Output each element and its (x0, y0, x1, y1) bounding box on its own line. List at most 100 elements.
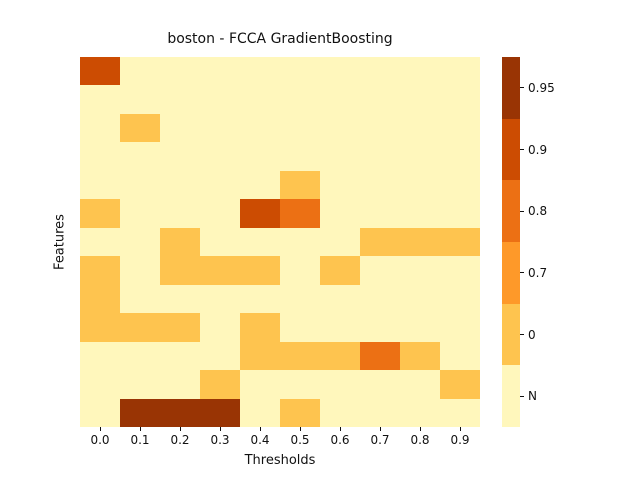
heatmap-cell (200, 170, 240, 200)
heatmap-cell (80, 170, 120, 200)
colorbar-tick: 0.7 (520, 266, 547, 280)
heatmap-cell (440, 398, 480, 427)
x-tick: 0.5 (280, 427, 320, 451)
heatmap-cell (80, 341, 120, 371)
heatmap-grid (80, 57, 480, 427)
heatmap-cell (440, 313, 480, 342)
heatmap-cell (400, 313, 440, 342)
heatmap-cell (240, 170, 280, 200)
heatmap-cell (240, 341, 280, 371)
heatmap-cell (440, 170, 480, 200)
heatmap-cell (400, 85, 440, 114)
heatmap-cell (320, 370, 360, 399)
heatmap-cell (400, 170, 440, 200)
x-tick: 0.7 (360, 427, 400, 451)
heatmap-cell (280, 227, 320, 257)
heatmap-cell (240, 284, 280, 314)
heatmap-cell (280, 85, 320, 114)
heatmap-cell (240, 142, 280, 171)
heatmap-cell (400, 57, 440, 86)
colorbar-segment (502, 242, 520, 304)
heatmap-cell (440, 256, 480, 285)
colorbar-tick-label: 0.8 (528, 204, 548, 219)
heatmap-cell (160, 170, 200, 200)
heatmap-cell (400, 341, 440, 371)
heatmap-cell (280, 170, 320, 200)
heatmap-cell (120, 313, 160, 342)
heatmap-cell (200, 370, 240, 399)
colorbar-tick-mark (520, 272, 524, 274)
x-tick: 0.0 (80, 427, 120, 451)
x-tick-label: 0.3 (210, 433, 230, 447)
heatmap-cell (80, 57, 120, 86)
heatmap-cell (160, 313, 200, 342)
colorbar (502, 57, 520, 428)
heatmap-cell (360, 370, 400, 399)
chart-title: boston - FCCA GradientBoosting (167, 31, 393, 47)
heatmap-cell (120, 284, 160, 314)
x-tick-label: 0.8 (410, 433, 430, 447)
heatmap-cell (360, 284, 400, 314)
heatmap-cell (120, 113, 160, 143)
x-tick-mark (219, 427, 221, 431)
x-tick: 0.8 (400, 427, 440, 451)
heatmap-cell (240, 113, 280, 143)
heatmap-cell (120, 256, 160, 285)
heatmap-cell (200, 142, 240, 171)
heatmap-cell (400, 256, 440, 285)
heatmap-cell (440, 142, 480, 171)
colorbar-tick: 0.8 (520, 204, 547, 218)
heatmap-cell (80, 199, 120, 228)
heatmap-cell (200, 113, 240, 143)
x-tick: 0.2 (160, 427, 200, 451)
heatmap-cell (120, 85, 160, 114)
colorbar-segment (502, 57, 520, 119)
colorbar-tick-mark (520, 149, 524, 150)
heatmap-cell (280, 313, 320, 342)
heatmap-cell (80, 227, 120, 257)
heatmap-cell (200, 199, 240, 228)
heatmap-cell (80, 85, 120, 114)
heatmap-cell (400, 370, 440, 399)
heatmap-cell (400, 142, 440, 171)
heatmap-cell (280, 341, 320, 371)
x-tick-mark (259, 427, 261, 431)
heatmap-cell (120, 370, 160, 399)
heatmap-cell (160, 341, 200, 371)
heatmap-cell (320, 313, 360, 342)
y-axis-label: Features (52, 214, 68, 270)
heatmap-cell (160, 85, 200, 114)
heatmap-cell (280, 57, 320, 86)
heatmap-cell (360, 170, 400, 200)
x-axis-label: Thresholds (244, 453, 316, 468)
colorbar-tick-label: 0.9 (528, 142, 548, 157)
heatmap-cell (280, 370, 320, 399)
heatmap-cell (440, 370, 480, 399)
colorbar-tick-mark (520, 87, 524, 89)
heatmap-cell (160, 199, 200, 228)
heatmap-cell (280, 398, 320, 427)
x-tick-mark (99, 427, 101, 431)
x-tick-mark (379, 427, 381, 431)
heatmap-cell (360, 341, 400, 371)
heatmap-cell (120, 142, 160, 171)
heatmap-cell (80, 313, 120, 342)
heatmap-cell (280, 142, 320, 171)
heatmap-cell (320, 284, 360, 314)
heatmap-cell (440, 341, 480, 371)
x-tick-label: 0.2 (170, 433, 190, 447)
heatmap-cell (80, 370, 120, 399)
heatmap-cell (280, 113, 320, 143)
heatmap-cell (200, 227, 240, 257)
x-tick: 0.9 (440, 427, 480, 451)
heatmap-cell (80, 256, 120, 285)
colorbar-segment (502, 118, 520, 181)
x-tick-mark (179, 427, 181, 431)
heatmap-cell (240, 398, 280, 427)
colorbar-tick: 0 (520, 328, 536, 342)
heatmap-cell (320, 85, 360, 114)
heatmap-cell (360, 142, 400, 171)
colorbar-tick-mark (520, 334, 524, 335)
heatmap-cell (360, 57, 400, 86)
